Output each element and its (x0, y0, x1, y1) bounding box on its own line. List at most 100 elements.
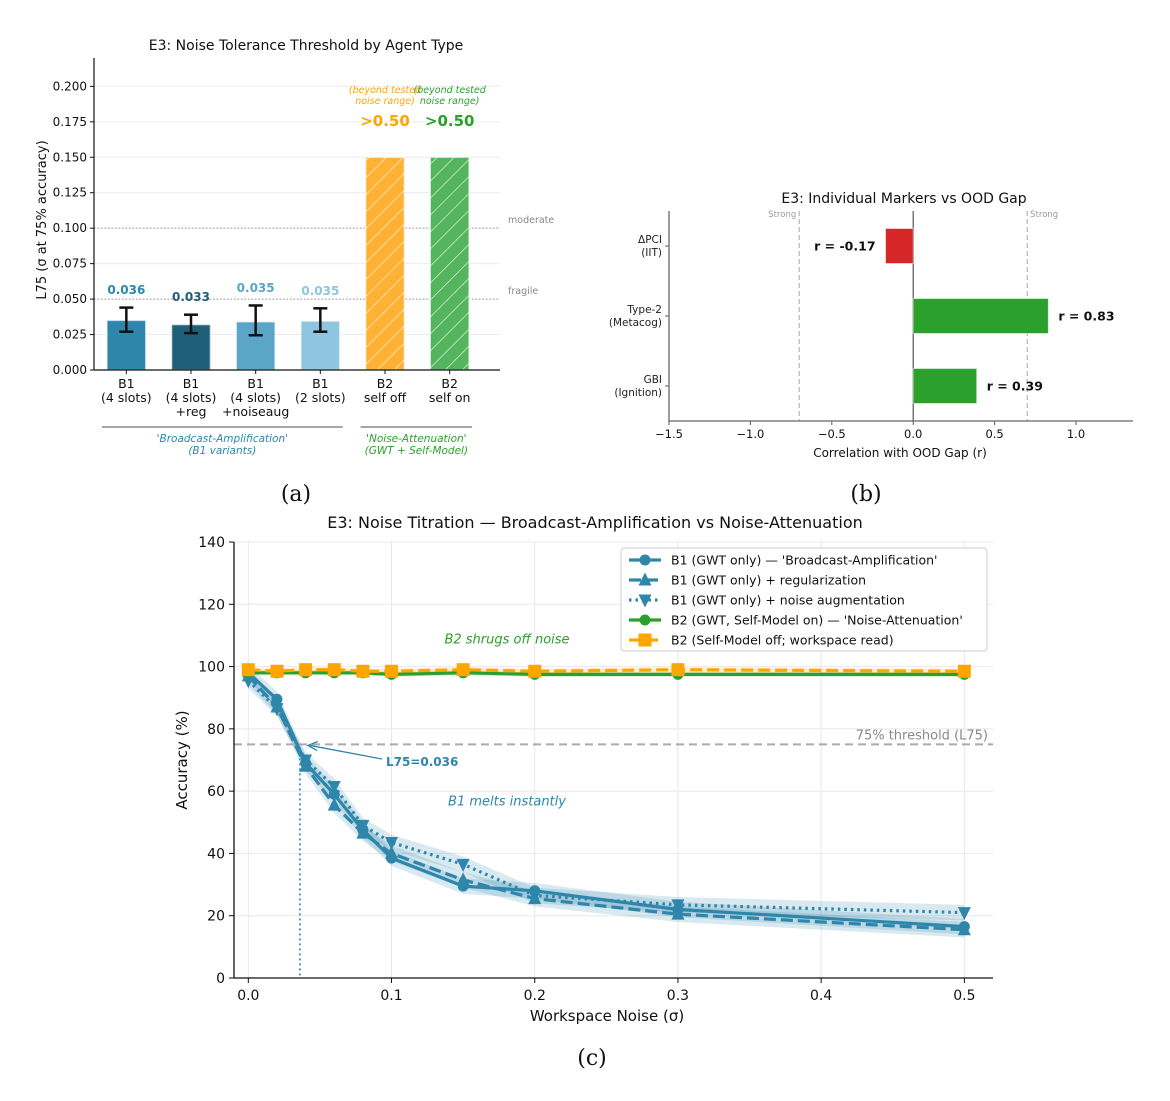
legend-item-1: B1 (GWT only) + regularization (629, 572, 866, 588)
data-point (671, 899, 685, 913)
caption-b: (b) (850, 482, 881, 507)
x-tick-label-4-line: self off (364, 390, 407, 405)
group-label-0-line: 'Broadcast-Amplification' (157, 433, 288, 445)
data-point (456, 663, 470, 677)
legend-label: B1 (GWT only) — 'Broadcast-Amplification… (671, 553, 938, 568)
error-bar-2 (248, 304, 263, 337)
data-point (528, 664, 542, 678)
y-tick-label: 0.050 (53, 292, 87, 306)
series-line-1 (247, 674, 965, 932)
series-line-3 (248, 671, 965, 676)
l75-label: L75=0.036 (386, 755, 458, 769)
x-tick-label-2-line: +noiseaug (222, 404, 289, 419)
l75-arrow (309, 744, 383, 760)
y-tick-label-0: ΔPCI (IIT) (638, 234, 662, 259)
series-line-4 (248, 668, 965, 673)
x-tick-label-3: B1 (2 slots) (295, 376, 346, 405)
data-point (270, 703, 284, 717)
data-point (528, 889, 542, 903)
x-tick-label-1-line: B1 (183, 376, 200, 391)
reference-label-fragile: fragile (508, 286, 538, 297)
data-point (356, 819, 370, 833)
error-bar-1 (184, 313, 198, 335)
y-tick-label-1-line: (Metacog) (609, 317, 662, 329)
threshold-label: 75% threshold (L75) (856, 728, 988, 743)
x-tick-label: −1.0 (736, 427, 764, 441)
data-point (456, 872, 470, 886)
x-tick-label-5-line: self on (429, 390, 471, 405)
x-tick-label-3-line: B1 (312, 376, 329, 391)
legend-swatch-marker (639, 554, 651, 566)
bar-hatch-4 (365, 157, 405, 370)
legend-item-0: B1 (GWT only) — 'Broadcast-Amplification… (629, 553, 938, 568)
data-point (299, 754, 313, 768)
bar-note-4-line: noise range) (355, 96, 415, 107)
bar-note-5-line: noise range) (420, 96, 480, 107)
x-tick-label: 0.5 (985, 427, 1003, 441)
series-band-2 (248, 672, 965, 921)
y-tick-label: 0.150 (53, 150, 87, 164)
legend-item-2: B1 (GWT only) + noise augmentation (629, 593, 905, 608)
l75-arrowhead (306, 740, 319, 751)
y-tick-label: 0.200 (53, 79, 87, 93)
y-tick-label: 0.000 (53, 363, 87, 377)
panel-c-noise-titration-chart: E3: Noise Titration — Broadcast-Amplific… (173, 513, 993, 1025)
y-tick-label: 100 (198, 660, 225, 676)
reference-label-moderate: moderate (508, 215, 554, 226)
panel-c-x-axis-label: Workspace Noise (σ) (530, 1007, 684, 1025)
panel-c-legend: B1 (GWT only) — 'Broadcast-Amplification… (620, 547, 988, 652)
data-point (957, 907, 971, 921)
y-tick-label-0-line: (IIT) (641, 247, 662, 259)
data-point (957, 664, 971, 678)
legend-item-3: B2 (GWT, Self-Model on) — 'Noise-Attenua… (629, 613, 963, 628)
panel-c-title: E3: Noise Titration — Broadcast-Amplific… (327, 513, 863, 532)
legend-label: B1 (GWT only) + regularization (671, 573, 866, 588)
y-tick-label: 60 (207, 784, 225, 800)
strong-threshold-label: Strong (768, 210, 796, 220)
y-tick-label-0-line: ΔPCI (638, 234, 662, 246)
y-tick-label: 80 (207, 722, 225, 738)
legend-item-4: B2 (Self-Model off; workspace read) (629, 633, 894, 648)
series-2 (241, 675, 971, 921)
bar-note-4-line: (beyond tested (349, 85, 422, 96)
legend-swatch-marker (638, 594, 652, 608)
x-tick-label-0-line: B1 (118, 376, 135, 391)
bar-1 (912, 298, 1049, 334)
legend-swatch-marker (638, 572, 652, 586)
y-tick-label-2-line: (Ignition) (614, 387, 662, 399)
x-tick-label-1-line: (4 slots) (166, 390, 217, 405)
data-point (327, 797, 341, 811)
data-point (241, 663, 255, 677)
data-point (671, 663, 685, 677)
x-tick-label: 1.0 (1067, 427, 1085, 441)
strong-threshold-label: Strong (1030, 210, 1058, 220)
legend-label: B1 (GWT only) + noise augmentation (671, 593, 905, 608)
group-label-0: 'Broadcast-Amplification' (B1 variants) (157, 433, 288, 457)
annotation-0: B2 shrugs off noise (444, 633, 569, 648)
bar-0 (885, 228, 914, 264)
y-tick-label: 0.025 (53, 328, 87, 342)
x-tick-label: 0.1 (380, 988, 402, 1004)
panel-b-markers-chart: E3: Individual Markers vs OOD Gap Strong… (609, 191, 1133, 460)
data-point (270, 664, 284, 678)
data-point (385, 845, 399, 859)
x-tick-label-1: B1 (4 slots) +reg (166, 376, 217, 419)
annotation-1: B1 melts instantly (448, 794, 566, 809)
data-point (385, 837, 399, 851)
series-band-0 (248, 665, 965, 935)
legend-swatch-marker (639, 614, 651, 626)
group-label-1-line: (GWT + Self-Model) (365, 445, 468, 457)
y-tick-label-1: Type-2 (Metacog) (609, 304, 662, 329)
y-tick-label: 0.075 (53, 257, 87, 271)
legend-label: B2 (Self-Model off; workspace read) (671, 633, 894, 648)
x-tick-label: 0.0 (904, 427, 922, 441)
x-tick-label: −0.5 (818, 427, 846, 441)
data-label-2: 0.035 (237, 281, 275, 295)
panel-a-y-axis-label: L75 (σ at 75% accuracy) (35, 140, 50, 299)
caption-c: (c) (577, 1046, 607, 1071)
x-tick-label-1-line: +reg (176, 404, 207, 419)
error-bar-0 (119, 306, 134, 333)
legend-box (620, 547, 988, 652)
x-tick-label-2-line: (4 slots) (230, 390, 281, 405)
